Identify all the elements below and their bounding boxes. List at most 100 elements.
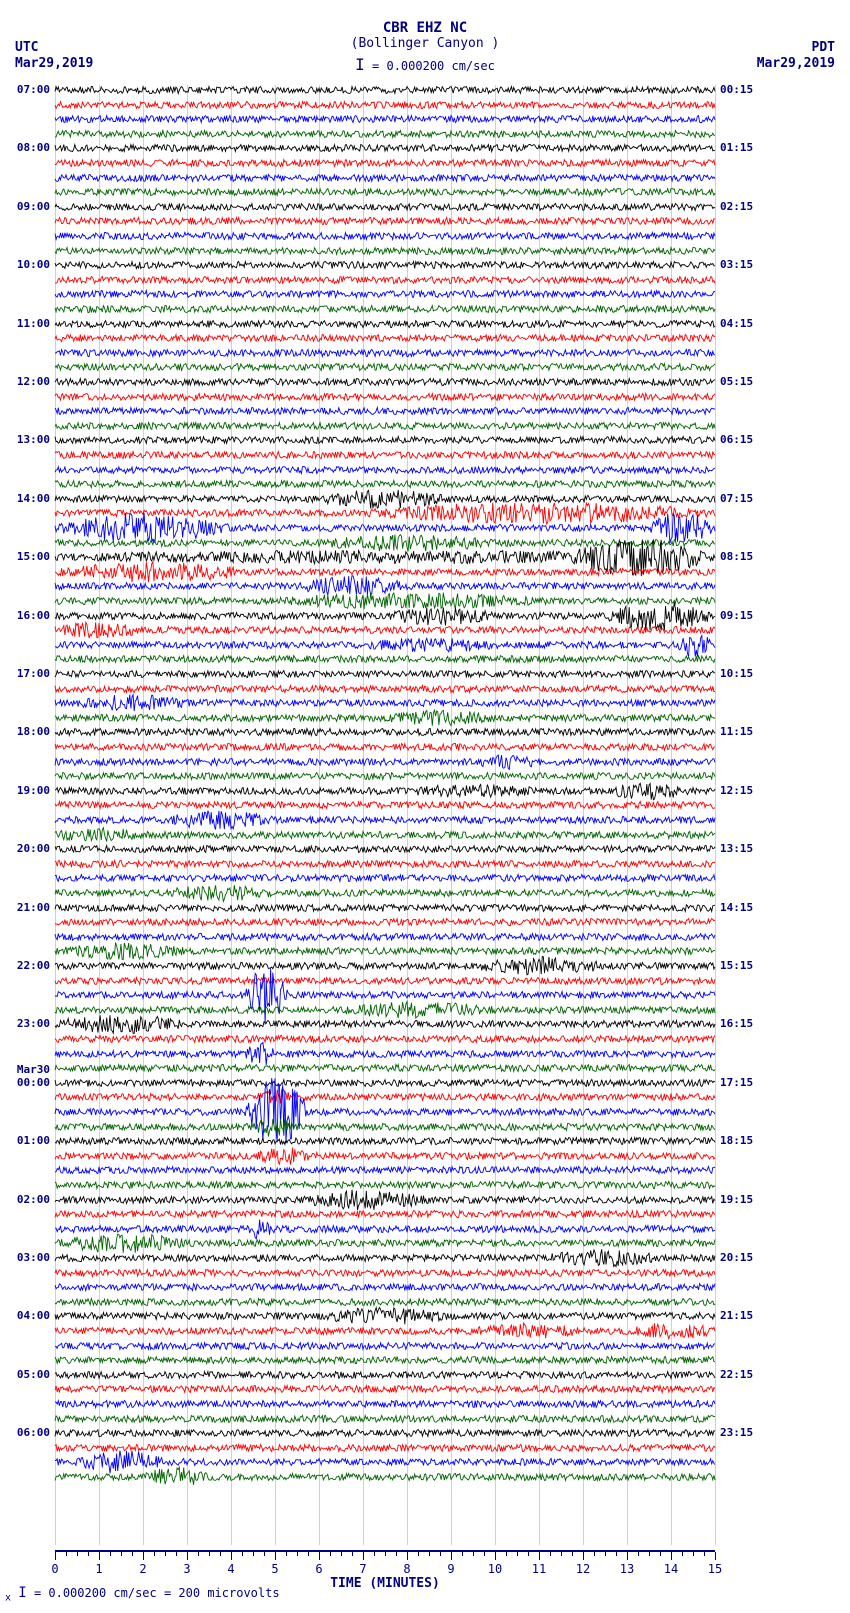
pdt-hour-label: 13:15 — [720, 842, 753, 855]
seismic-trace — [55, 703, 715, 704]
seismic-trace — [55, 1141, 715, 1142]
pdt-hour-label: 18:15 — [720, 1134, 753, 1147]
seismic-trace — [55, 1200, 715, 1201]
seismic-trace — [55, 1054, 715, 1055]
seismic-trace — [55, 207, 715, 208]
x-tick-label: 11 — [532, 1562, 546, 1576]
utc-hour-label: 03:00 — [2, 1251, 50, 1264]
utc-hour-label: 16:00 — [2, 609, 50, 622]
seismic-trace — [55, 1039, 715, 1040]
pdt-hour-label: 03:15 — [720, 258, 753, 271]
seismic-trace — [55, 499, 715, 500]
seismic-trace — [55, 1156, 715, 1157]
x-axis-title: TIME (MINUTES) — [330, 1576, 440, 1591]
pdt-hour-label: 10:15 — [720, 667, 753, 680]
seismic-trace — [55, 1068, 715, 1069]
x-tick-label: 12 — [576, 1562, 590, 1576]
pdt-hour-label: 15:15 — [720, 959, 753, 972]
pdt-hour-label: 21:15 — [720, 1309, 753, 1322]
utc-hour-label: 21:00 — [2, 901, 50, 914]
seismic-trace — [55, 236, 715, 237]
seismic-trace — [55, 1360, 715, 1361]
seismic-trace — [55, 762, 715, 763]
seismic-trace — [55, 382, 715, 383]
seismic-trace — [55, 1404, 715, 1405]
seismic-trace — [55, 572, 715, 573]
seismic-trace — [55, 1185, 715, 1186]
date-right: Mar29,2019 — [757, 56, 835, 71]
seismic-trace — [55, 849, 715, 850]
utc-hour-label: 01:00 — [2, 1134, 50, 1147]
seismic-trace — [55, 1346, 715, 1347]
timezone-right: PDT — [812, 40, 835, 55]
seismic-trace — [55, 324, 715, 325]
seismic-trace — [55, 835, 715, 836]
seismic-trace — [55, 645, 715, 646]
seismic-trace — [55, 1127, 715, 1128]
seismic-trace — [55, 937, 715, 938]
seismic-trace — [55, 280, 715, 281]
timezone-left: UTC — [15, 40, 38, 55]
seismic-trace — [55, 805, 715, 806]
x-tick-label: 3 — [183, 1562, 190, 1576]
plot-area — [55, 85, 715, 1545]
x-tick-label: 5 — [271, 1562, 278, 1576]
seismic-trace — [55, 1170, 715, 1171]
pdt-hour-label: 16:15 — [720, 1017, 753, 1030]
seismic-trace — [55, 791, 715, 792]
seismic-trace — [55, 367, 715, 368]
seismic-trace — [55, 251, 715, 252]
seismic-trace — [55, 309, 715, 310]
seismic-trace — [55, 353, 715, 354]
seismic-trace — [55, 864, 715, 865]
seismic-trace — [55, 455, 715, 456]
utc-hour-label: 17:00 — [2, 667, 50, 680]
seismic-trace — [55, 659, 715, 660]
utc-hour-label: 10:00 — [2, 258, 50, 271]
seismic-trace — [55, 294, 715, 295]
utc-hour-label: 20:00 — [2, 842, 50, 855]
utc-hour-label: 19:00 — [2, 784, 50, 797]
x-tick-label: 10 — [488, 1562, 502, 1576]
pdt-hour-label: 22:15 — [720, 1368, 753, 1381]
seismic-trace — [55, 1302, 715, 1303]
seismic-trace — [55, 747, 715, 748]
x-tick-label: 13 — [620, 1562, 634, 1576]
seismic-trace — [55, 1419, 715, 1420]
seismic-trace — [55, 1010, 715, 1011]
seismic-trace — [55, 878, 715, 879]
utc-hour-label: 09:00 — [2, 200, 50, 213]
seismic-trace — [55, 557, 715, 558]
utc-hour-label: 15:00 — [2, 550, 50, 563]
x-tick-label: 0 — [51, 1562, 58, 1576]
seismic-trace — [55, 1287, 715, 1288]
pdt-hour-label: 23:15 — [720, 1426, 753, 1439]
utc-hour-label: 07:00 — [2, 83, 50, 96]
seismic-trace — [55, 484, 715, 485]
pdt-hour-label: 08:15 — [720, 550, 753, 563]
seismic-trace — [55, 513, 715, 514]
utc-hour-label: 08:00 — [2, 141, 50, 154]
x-tick-label: 15 — [708, 1562, 722, 1576]
seismic-trace — [55, 776, 715, 777]
seismic-trace — [55, 221, 715, 222]
pdt-hour-label: 00:15 — [720, 83, 753, 96]
seismic-trace — [55, 192, 715, 193]
seismic-trace — [55, 543, 715, 544]
seismic-trace — [55, 470, 715, 471]
seismic-trace — [55, 616, 715, 617]
utc-hour-label: 22:00 — [2, 959, 50, 972]
day-change-label: Mar30 — [2, 1063, 50, 1076]
seismic-trace — [55, 440, 715, 441]
seismic-trace — [55, 1477, 715, 1478]
seismic-trace — [55, 1024, 715, 1025]
utc-hour-label: 14:00 — [2, 492, 50, 505]
seismic-trace — [55, 601, 715, 602]
seismic-trace — [55, 893, 715, 894]
seismic-trace — [55, 1389, 715, 1390]
seismic-trace — [55, 426, 715, 427]
pdt-hour-label: 19:15 — [720, 1193, 753, 1206]
utc-hour-label: 06:00 — [2, 1426, 50, 1439]
utc-hour-label: 12:00 — [2, 375, 50, 388]
seismic-trace — [55, 689, 715, 690]
